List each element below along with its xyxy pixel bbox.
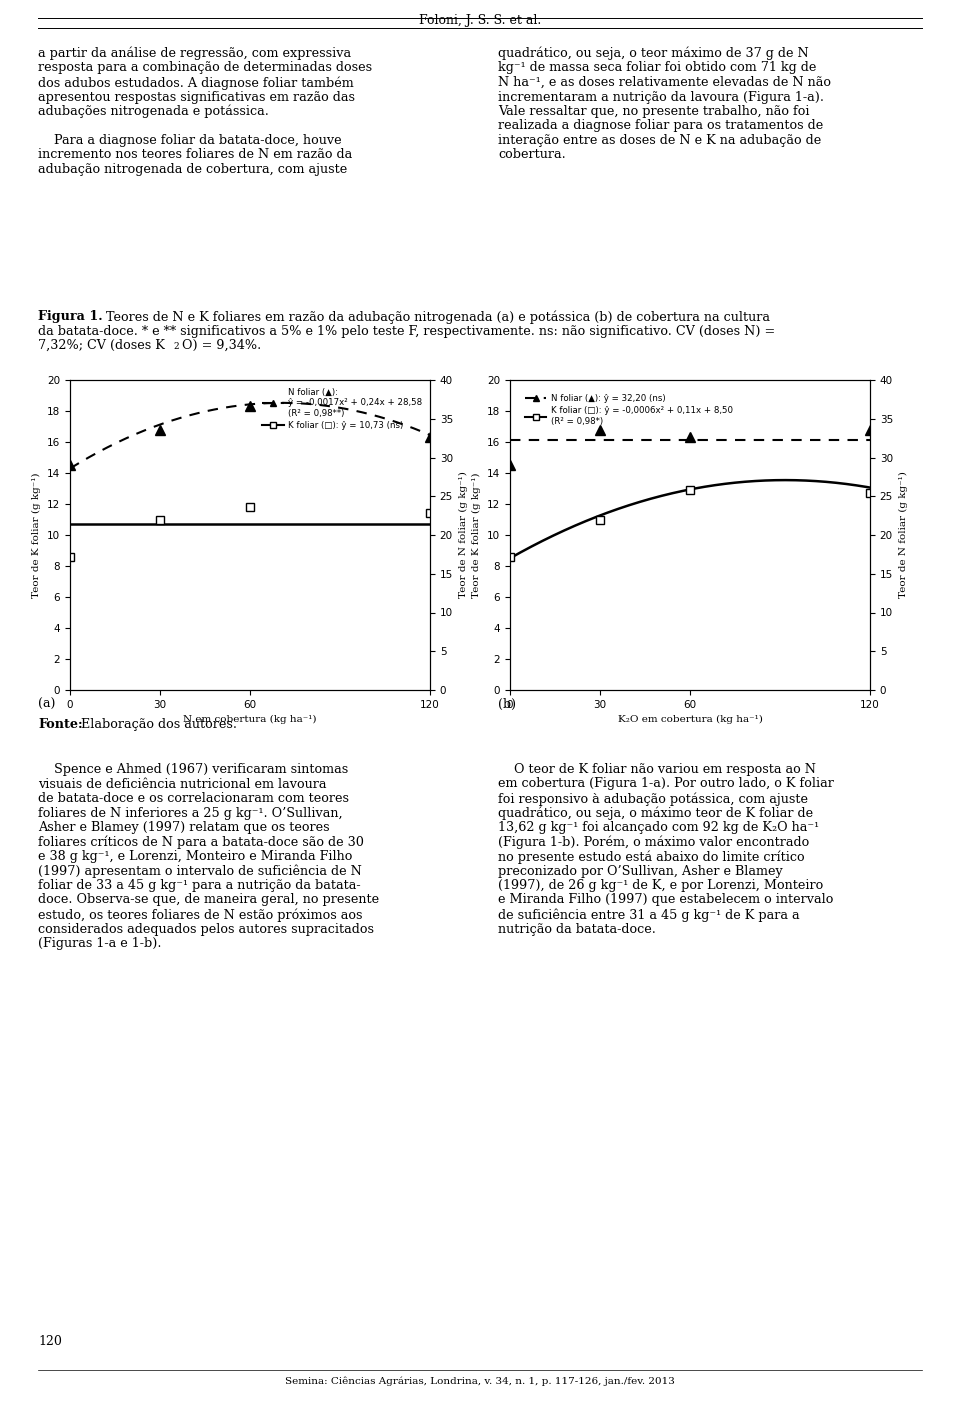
Text: visuais de deficiência nutricional em lavoura: visuais de deficiência nutricional em la… [38,778,326,791]
Legend: N foliar (▲): ŷ = 32,20 (ns), K foliar (□): ŷ = -0,0006x² + 0,11x + 8,50
(R² = 0: N foliar (▲): ŷ = 32,20 (ns), K foliar (… [521,391,736,429]
Text: 7,32%; CV (doses K: 7,32%; CV (doses K [38,339,165,352]
Text: da batata-doce. * e ** significativos a 5% e 1% pelo teste F, respectivamente. n: da batata-doce. * e ** significativos a … [38,324,776,338]
Text: Elaboração dos autores.: Elaboração dos autores. [81,718,237,730]
Text: Para a diagnose foliar da batata-doce, houve: Para a diagnose foliar da batata-doce, h… [38,135,342,147]
Text: interação entre as doses de N e K na adubação de: interação entre as doses de N e K na adu… [498,135,821,147]
Text: dos adubos estudados. A diagnose foliar também: dos adubos estudados. A diagnose foliar … [38,76,353,90]
Y-axis label: Teor de K foliar (g kg⁻¹): Teor de K foliar (g kg⁻¹) [472,472,482,597]
Text: nutrição da batata-doce.: nutrição da batata-doce. [498,923,656,935]
Text: (b): (b) [498,698,516,711]
Text: (1997), de 26 g kg⁻¹ de K, e por Lorenzi, Monteiro: (1997), de 26 g kg⁻¹ de K, e por Lorenzi… [498,879,824,892]
Text: de suficiência entre 31 a 45 g kg⁻¹ de K para a: de suficiência entre 31 a 45 g kg⁻¹ de K… [498,908,800,921]
Text: preconizado por O’Sullivan, Asher e Blamey: preconizado por O’Sullivan, Asher e Blam… [498,865,782,878]
Text: realizada a diagnose foliar para os tratamentos de: realizada a diagnose foliar para os trat… [498,119,824,133]
X-axis label: K₂O em cobertura (kg ha⁻¹): K₂O em cobertura (kg ha⁻¹) [617,715,762,725]
Text: foliares de N inferiores a 25 g kg⁻¹. O’Sullivan,: foliares de N inferiores a 25 g kg⁻¹. O’… [38,806,343,820]
Y-axis label: Teor de N foliar (g kg⁻¹): Teor de N foliar (g kg⁻¹) [899,471,907,599]
X-axis label: N em cobertura (kg ha⁻¹): N em cobertura (kg ha⁻¹) [183,715,317,725]
Text: e Miranda Filho (1997) que estabelecem o intervalo: e Miranda Filho (1997) que estabelecem o… [498,893,833,907]
Text: foliares críticos de N para a batata-doce são de 30: foliares críticos de N para a batata-doc… [38,836,364,850]
Text: O) = 9,34%.: O) = 9,34%. [182,339,261,352]
Text: estudo, os teores foliares de N estão próximos aos: estudo, os teores foliares de N estão pr… [38,908,363,921]
Text: O teor de K foliar não variou em resposta ao N: O teor de K foliar não variou em respost… [498,763,816,775]
Text: Vale ressaltar que, no presente trabalho, não foi: Vale ressaltar que, no presente trabalho… [498,105,809,118]
Y-axis label: Teor de K foliar (g kg⁻¹): Teor de K foliar (g kg⁻¹) [33,472,41,597]
Text: (1997) apresentam o intervalo de suficiência de N: (1997) apresentam o intervalo de suficiê… [38,865,362,878]
Text: resposta para a combinação de determinadas doses: resposta para a combinação de determinad… [38,62,372,74]
Text: (Figuras 1-a e 1-b).: (Figuras 1-a e 1-b). [38,937,161,951]
Text: Semina: Ciências Agrárias, Londrina, v. 34, n. 1, p. 117-126, jan./fev. 2013: Semina: Ciências Agrárias, Londrina, v. … [285,1375,675,1385]
Text: considerados adequados pelos autores supracitados: considerados adequados pelos autores sup… [38,923,374,935]
Text: Asher e Blamey (1997) relatam que os teores: Asher e Blamey (1997) relatam que os teo… [38,822,329,834]
Text: Figura 1.: Figura 1. [38,310,103,322]
Text: no presente estudo está abaixo do limite crítico: no presente estudo está abaixo do limite… [498,850,804,864]
Text: Teores de N e K foliares em razão da adubação nitrogenada (a) e potássica (b) de: Teores de N e K foliares em razão da adu… [106,310,770,324]
Text: Spence e Ahmed (1967) verificaram sintomas: Spence e Ahmed (1967) verificaram sintom… [38,763,348,775]
Text: N ha⁻¹, e as doses relativamente elevadas de N não: N ha⁻¹, e as doses relativamente elevada… [498,76,831,88]
Legend: N foliar (▲):
ŷ = -0,0017x² + 0,24x + 28,58
(R² = 0,98**), K foliar (□): ŷ = 10,: N foliar (▲): ŷ = -0,0017x² + 0,24x + 28… [259,384,425,433]
Text: incremento nos teores foliares de N em razão da: incremento nos teores foliares de N em r… [38,149,352,161]
Text: (Figura 1-b). Porém, o máximo valor encontrado: (Figura 1-b). Porém, o máximo valor enco… [498,836,809,850]
Text: Foloni, J. S. S. et al.: Foloni, J. S. S. et al. [419,14,541,27]
Text: apresentou respostas significativas em razão das: apresentou respostas significativas em r… [38,91,355,104]
Y-axis label: Teor de N foliar (g kg⁻¹): Teor de N foliar (g kg⁻¹) [459,471,468,599]
Text: adubação nitrogenada de cobertura, com ajuste: adubação nitrogenada de cobertura, com a… [38,163,348,177]
Text: de batata-doce e os correlacionaram com teores: de batata-doce e os correlacionaram com … [38,792,349,805]
Text: a partir da análise de regressão, com expressiva: a partir da análise de regressão, com ex… [38,48,351,60]
Text: doce. Observa-se que, de maneira geral, no presente: doce. Observa-se que, de maneira geral, … [38,893,379,907]
Text: quadrático, ou seja, o teor máximo de 37 g de N: quadrático, ou seja, o teor máximo de 37… [498,48,808,60]
Text: foi responsivo à adubação potássica, com ajuste: foi responsivo à adubação potássica, com… [498,792,808,806]
Text: 2: 2 [173,342,179,350]
Text: (a): (a) [38,698,56,711]
Text: adubações nitrogenada e potássica.: adubações nitrogenada e potássica. [38,105,269,119]
Text: quadrático, ou seja, o máximo teor de K foliar de: quadrático, ou seja, o máximo teor de K … [498,806,813,820]
Text: Fonte:: Fonte: [38,718,83,730]
Text: 13,62 g kg⁻¹ foi alcançado com 92 kg de K₂O ha⁻¹: 13,62 g kg⁻¹ foi alcançado com 92 kg de … [498,822,819,834]
Text: foliar de 33 a 45 g kg⁻¹ para a nutrição da batata-: foliar de 33 a 45 g kg⁻¹ para a nutrição… [38,879,361,892]
Text: em cobertura (Figura 1-a). Por outro lado, o K foliar: em cobertura (Figura 1-a). Por outro lad… [498,778,834,791]
Text: cobertura.: cobertura. [498,149,565,161]
Text: e 38 g kg⁻¹, e Lorenzi, Monteiro e Miranda Filho: e 38 g kg⁻¹, e Lorenzi, Monteiro e Miran… [38,850,352,864]
Text: incrementaram a nutrição da lavoura (Figura 1-a).: incrementaram a nutrição da lavoura (Fig… [498,91,824,104]
Text: 120: 120 [38,1335,61,1347]
Text: kg⁻¹ de massa seca foliar foi obtido com 71 kg de: kg⁻¹ de massa seca foliar foi obtido com… [498,62,816,74]
